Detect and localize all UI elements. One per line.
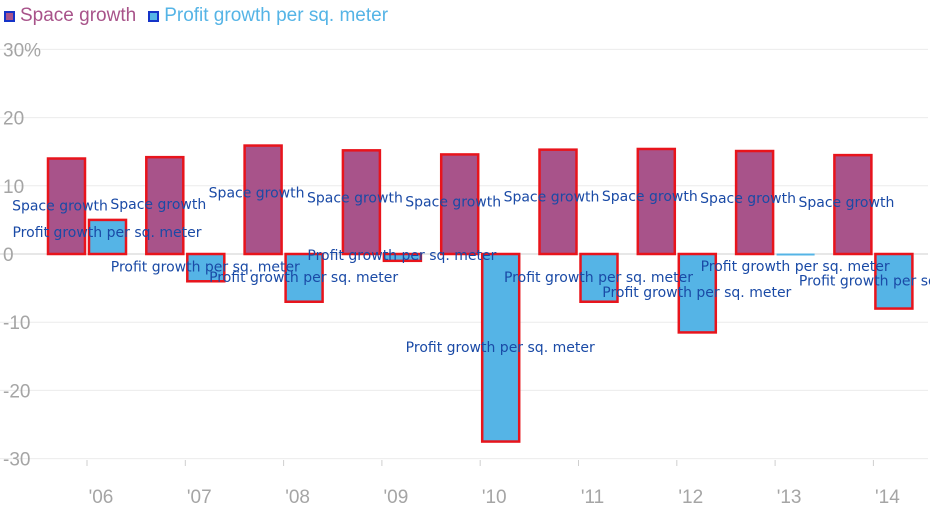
legend-label-space-growth: Space growth [20,5,137,26]
bar-profit-growth[interactable] [284,252,324,303]
x-tick-label: '09 [384,487,409,508]
bar-profit-growth[interactable] [87,218,128,256]
bar-space-growth[interactable] [243,144,283,256]
bar-label-space-growth: Space growth [110,197,206,213]
x-tick-label: '07 [187,487,212,508]
bar-label-space-growth: Space growth [12,199,108,215]
bar-label-profit-growth: Profit growth per sq. meter [209,270,398,286]
bar-label-space-growth: Space growth [602,189,698,205]
bar-label-space-growth: Space growth [504,190,600,206]
bar-label-profit-growth: Profit growth per sq. meter [12,225,201,241]
legend: Space growth Profit growth per sq. meter [4,5,400,27]
bar-profit-growth[interactable] [186,252,226,283]
bar-space-growth[interactable] [145,155,185,256]
bar-label-profit-growth: Profit growth per sq. meter [602,285,791,301]
bar-labels: Space growth Profit growth per sq. meter S… [12,186,930,356]
bar-label-space-growth: Space growth [405,194,501,210]
bar-label-profit-growth: Profit growth per sq. meter [307,248,496,264]
bar-label-profit-growth: Profit growth per sq. meter [111,260,300,276]
bar-label-space-growth: Space growth [307,190,403,206]
y-tick-label: 0 [3,245,14,266]
y-tick-label: 20 [3,109,24,130]
legend-swatch-space-growth [4,10,15,22]
x-tick-label: '10 [482,487,507,508]
bar-space-growth[interactable] [46,157,87,256]
bar-space-growth[interactable] [538,148,578,256]
bar-profit-growth[interactable] [677,252,718,334]
bar-profit-growth[interactable] [579,252,619,303]
y-tick-label: -30 [3,450,30,471]
y-tick-label: -20 [3,381,30,402]
bar-profit-growth[interactable] [776,253,815,256]
x-tick-label: '12 [678,487,703,508]
legend-swatch-profit-growth [148,10,160,22]
x-tick-label: '13 [777,487,802,508]
y-tick-label: 30% [3,40,41,61]
bar-space-growth[interactable] [636,147,677,256]
bar-profit-growth[interactable] [382,252,423,263]
bar-space-growth[interactable] [833,153,873,256]
bar-space-growth[interactable] [341,149,382,256]
bar-space-growth[interactable] [439,153,480,256]
bar-label-profit-growth: Profit growth per sq. meter [701,259,890,275]
bar-space-growth[interactable] [734,149,775,256]
legend-label-profit-growth: Profit growth per sq. meter [164,5,389,26]
legend-item-space-growth[interactable]: Space growth [4,5,136,27]
bar-label-profit-growth: Profit growth per sq. meter [406,340,595,356]
x-tick-label: '11 [581,487,604,508]
bars [46,144,914,443]
legend-item-profit-growth[interactable]: Profit growth per sq. meter [148,5,388,27]
bar-label-profit-growth: Profit growth per sq. meter [504,270,693,286]
x-tick-label: '08 [285,487,310,508]
bar-profit-growth[interactable] [480,252,521,443]
x-tick-label: '14 [875,487,900,508]
bar-label-profit-growth: Profit growth per sq. meter [799,273,930,289]
y-tick-label: -10 [3,313,30,334]
y-axis-tick-labels: 30% 20 10 0 -10 -20 -30 [3,40,41,470]
x-axis-tick-labels: '06 '07 '08 '09 '10 '11 '12 '13 '14 [86,460,900,508]
x-tick-label: '06 [89,487,114,508]
bar-label-space-growth: Space growth [209,186,305,202]
bar-label-space-growth: Space growth [798,195,894,211]
y-tick-label: 10 [3,177,24,198]
bar-profit-growth[interactable] [874,252,914,310]
bar-label-space-growth: Space growth [700,191,796,207]
